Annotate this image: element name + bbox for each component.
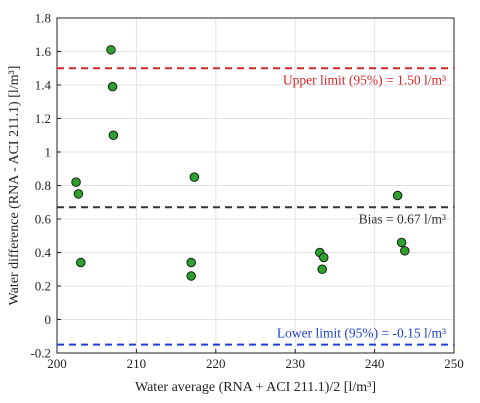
- data-point: [71, 177, 81, 187]
- data-point: [76, 257, 86, 268]
- y-tick-label: 0.2: [35, 279, 51, 294]
- data-point: [73, 189, 84, 199]
- y-tick-label: 1.6: [35, 44, 52, 59]
- y-tick-label: 0: [45, 312, 52, 327]
- data-point: [186, 271, 196, 281]
- x-tick-label: 220: [206, 356, 226, 371]
- x-tick-label: 230: [285, 356, 305, 371]
- ref-label-lower: Lower limit (95%) = -0.15 l/m³: [277, 326, 446, 341]
- data-point: [108, 130, 119, 140]
- y-tick-label: 1.2: [35, 111, 51, 126]
- x-tick-labels: 200 210 220 230 240 250: [47, 349, 464, 371]
- data-point: [392, 190, 403, 201]
- ref-label-bias: Bias = 0.67 l/m³: [359, 211, 446, 226]
- reference-lines: Upper limit (95%) = 1.50 l/m³ Bias = 0.67…: [57, 67, 454, 346]
- y-tick-label: 1.8: [35, 11, 51, 26]
- y-axis-label: Water difference (RNA - ACI 211.1) [l/m³…: [7, 66, 22, 306]
- data-point: [319, 252, 329, 263]
- x-tick-label: 250: [444, 356, 464, 371]
- data-point: [107, 81, 118, 92]
- y-tick-label: 1: [45, 145, 52, 160]
- y-tick-label: 0.6: [35, 212, 52, 227]
- data-point: [400, 246, 410, 256]
- x-tick-label: 210: [127, 356, 147, 371]
- data-point: [106, 45, 116, 55]
- y-tick-label: -0.2: [30, 346, 51, 361]
- x-axis-label: Water average (RNA + ACI 211.1)/2 [l/m³]: [135, 380, 376, 395]
- data-point: [317, 264, 327, 275]
- data-point: [396, 237, 407, 248]
- ref-label-upper: Upper limit (95%) = 1.50 l/m³: [283, 72, 446, 87]
- y-tick-label: 1.4: [35, 78, 52, 93]
- data-points: [71, 45, 410, 281]
- y-tick-labels: -0.2 0 0.2 0.4 0.6 0.8 1 1.2 1.4 1.6 1.8: [30, 11, 61, 361]
- data-point: [186, 257, 196, 268]
- x-tick-label: 200: [47, 356, 67, 371]
- x-tick-label: 240: [365, 356, 385, 371]
- y-tick-label: 0.8: [35, 178, 51, 193]
- data-point: [189, 172, 200, 182]
- y-tick-label: 0.4: [35, 245, 52, 260]
